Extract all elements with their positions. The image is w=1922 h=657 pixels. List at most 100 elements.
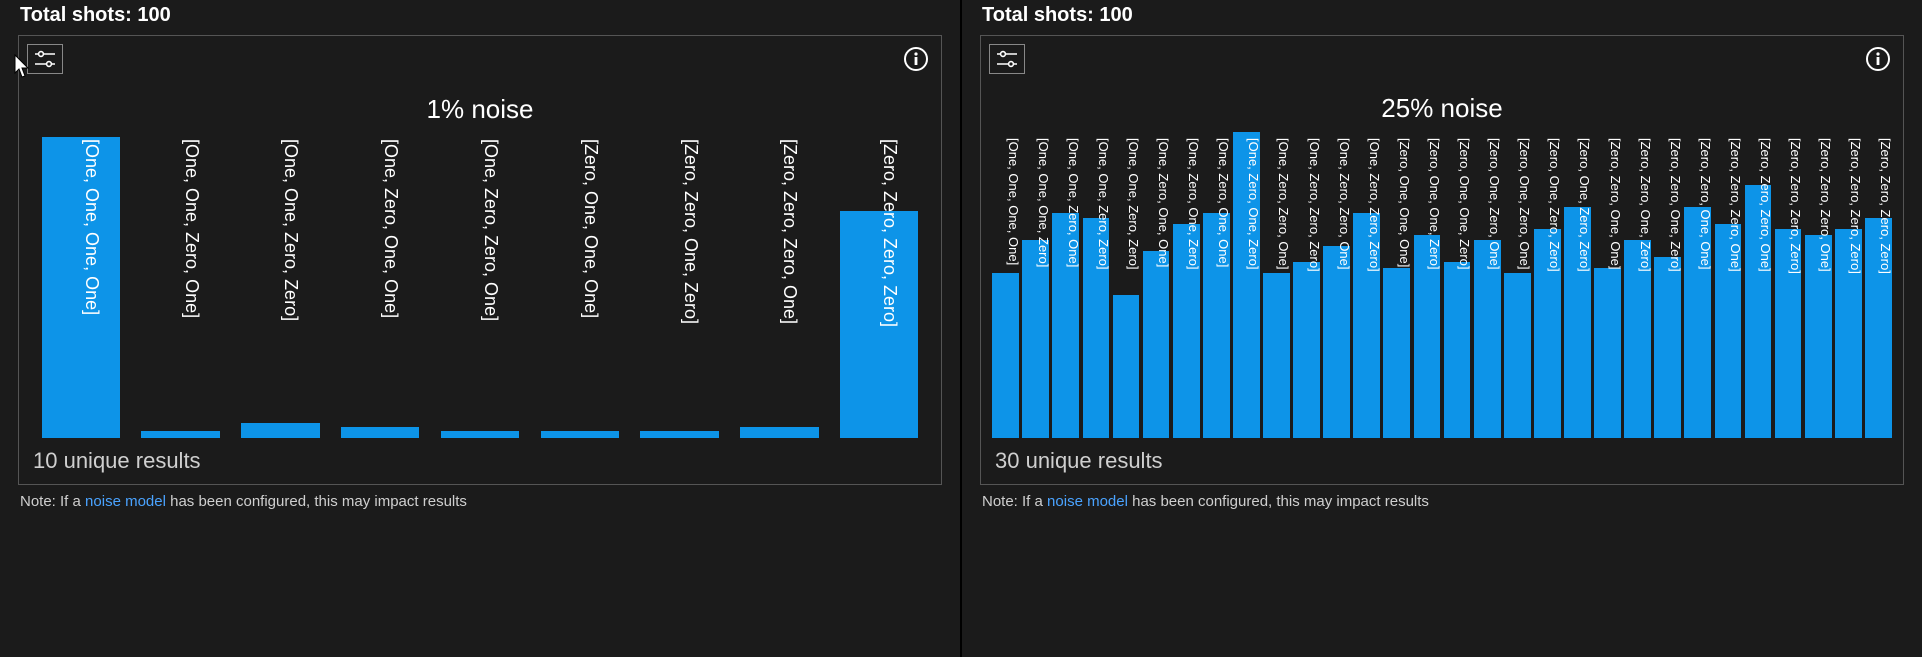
bar-column[interactable]: [One, Zero, Zero, One] [1322,132,1351,438]
footnote-suffix: has been configured, this may impact res… [166,493,467,510]
bar-column[interactable]: [Zero, Zero, Zero, One] [1713,132,1742,438]
bar [1233,132,1260,438]
bar [1143,251,1170,438]
bar [1203,213,1230,439]
bar-column[interactable]: [Zero, Zero, Zero, Zero] [831,133,927,438]
bar-column[interactable]: [Zero, One, Zero, One] [1503,132,1532,438]
settings-icon[interactable] [27,44,63,74]
bar-label: [Zero, Zero, Zero, One] [779,139,800,324]
footnote: Note: If a noise model has been configur… [964,485,1920,518]
bar-column[interactable]: [Zero, Zero, One, Zero] [1623,132,1652,438]
bar-column[interactable]: [One, One, Zero, One] [1051,132,1080,438]
bar-column[interactable]: [One, Zero, Zero, One] [432,133,528,438]
bar-column[interactable]: [One, One, Zero, Zero] [1111,132,1140,438]
bar [1414,235,1441,439]
bar [441,431,520,438]
bar [840,211,919,438]
bar-label: [One, Zero, One, One] [380,139,401,318]
bar-column[interactable]: [Zero, Zero, Zero, Zero] [1834,132,1863,438]
bar [1715,224,1742,439]
bar-column[interactable]: [Zero, One, One, Zero] [1412,132,1441,438]
footnote-suffix: has been configured, this may impact res… [1128,493,1429,510]
bar [1444,262,1471,438]
info-icon[interactable] [1863,44,1893,74]
chart-area: [One, One, One, One][One, One, Zero, One… [19,125,941,442]
bar-column[interactable]: [One, Zero, One, One] [332,133,428,438]
bar [1624,240,1651,438]
unique-results-label: 10 unique results [19,442,941,484]
bar-label: [Zero, Zero, One, One] [1608,138,1623,270]
bar [541,431,620,438]
bar-label: [Zero, One, Zero, One] [1517,138,1532,270]
bar [1173,224,1200,439]
bar-column[interactable]: [One, One, One, One] [991,132,1020,438]
bar-column[interactable]: [Zero, Zero, Zero, One] [1743,132,1772,438]
bar-column[interactable]: [Zero, Zero, Zero, Zero] [1864,132,1893,438]
bar-label: [One, One, Zero, Zero] [280,139,301,321]
chart-title: 25% noise [981,93,1903,124]
total-shots-label: Total shots: 100 [964,0,1920,31]
bar [1534,229,1561,438]
bar [1474,240,1501,438]
bar [1263,273,1290,438]
bar-column[interactable]: [One, Zero, Zero, Zero] [1292,132,1321,438]
bar-column[interactable]: [Zero, One, One, Zero] [1443,132,1472,438]
bar [1564,207,1591,438]
bar-label: [Zero, One, One, One] [1397,138,1412,267]
bar-column[interactable]: [Zero, One, Zero, Zero] [1533,132,1562,438]
histogram-panel-right: Total shots: 100 [960,0,1922,657]
bar-column[interactable]: [Zero, Zero, One, Zero] [1653,132,1682,438]
bar-column[interactable]: [Zero, Zero, One, One] [1683,132,1712,438]
bar [1383,268,1410,439]
bar-column[interactable]: [One, Zero, Zero, Zero] [1352,132,1381,438]
bar-column[interactable]: [Zero, Zero, Zero, One] [1804,132,1833,438]
bar-label: [Zero, Zero, One, Zero] [1668,138,1683,272]
settings-icon[interactable] [989,44,1025,74]
bar-column[interactable]: [Zero, One, One, One] [1382,132,1411,438]
noise-model-link[interactable]: noise model [85,493,166,510]
bar-label: [Zero, One, One, One] [580,139,601,318]
bar [1745,185,1772,438]
bar-column[interactable]: [One, Zero, Zero, One] [1262,132,1291,438]
bar-label: [One, Zero, Zero, One] [1276,138,1291,270]
bar-column[interactable]: [Zero, One, Zero, One] [1473,132,1502,438]
bar-column[interactable]: [One, One, Zero, Zero] [1081,132,1110,438]
bar-column[interactable]: [One, Zero, One, One] [1202,132,1231,438]
bar [1835,229,1862,438]
bar [992,273,1019,438]
chart-title: 1% noise [19,94,941,125]
bar [640,431,719,438]
bar [141,431,220,438]
bar [1805,235,1832,439]
info-icon[interactable] [901,44,931,74]
bar-column[interactable]: [One, Zero, One, Zero] [1172,132,1201,438]
bar-column[interactable]: [One, One, Zero, Zero] [233,133,329,438]
noise-model-link[interactable]: noise model [1047,493,1128,510]
bar [341,427,420,438]
bar [1083,218,1110,438]
bar-label: [One, Zero, Zero, One] [480,139,501,321]
bar [1022,240,1049,438]
bar-label: [One, Zero, One, One] [1156,138,1171,267]
bar [42,137,121,438]
bar [241,423,320,438]
chart-area: [One, One, One, One][One, One, One, Zero… [981,124,1903,442]
bar-column[interactable]: [Zero, Zero, One, Zero] [632,133,728,438]
bar-column[interactable]: [Zero, Zero, Zero, One] [731,133,827,438]
bar-column[interactable]: [One, One, One, One] [33,133,129,438]
bar-column[interactable]: [One, Zero, One, One] [1142,132,1171,438]
bar-column[interactable]: [One, One, One, Zero] [1021,132,1050,438]
bar-column[interactable]: [Zero, Zero, Zero, Zero] [1774,132,1803,438]
bar-column[interactable]: [Zero, One, One, One] [532,133,628,438]
bar-column[interactable]: [One, One, Zero, One] [133,133,229,438]
histogram-panel-left: Total shots: 100 [0,0,960,657]
bar-column[interactable]: [One, Zero, One, Zero] [1232,132,1261,438]
bar-column[interactable]: [Zero, Zero, One, One] [1593,132,1622,438]
bar [740,427,819,438]
bar [1594,268,1621,439]
unique-results-label: 30 unique results [981,442,1903,484]
bar [1052,213,1079,439]
bar-column[interactable]: [Zero, One, Zero, Zero] [1563,132,1592,438]
total-shots-label: Total shots: 100 [2,0,958,31]
footnote-prefix: Note: If a [982,493,1047,510]
